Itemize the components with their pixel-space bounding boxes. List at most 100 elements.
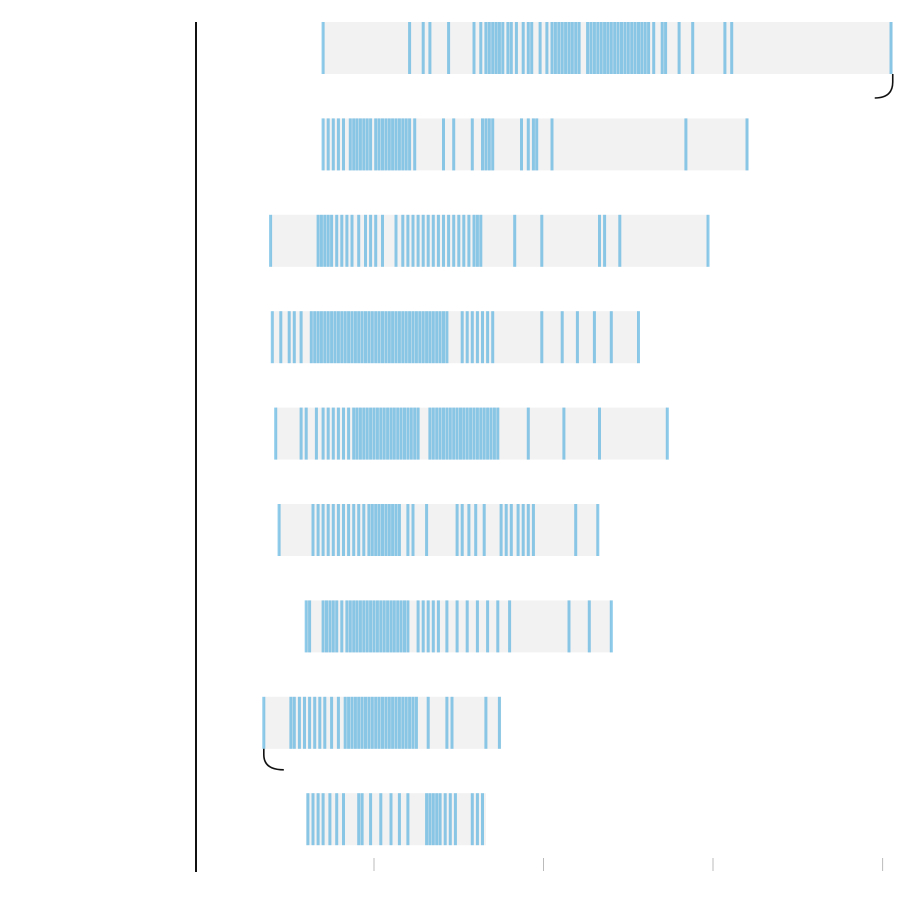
- barcode-mark: [328, 793, 332, 846]
- barcode-mark: [509, 22, 513, 74]
- barcode-mark: [406, 407, 410, 460]
- barcode-mark: [664, 22, 668, 74]
- barcode-mark: [723, 22, 727, 74]
- barcode-mark: [321, 600, 325, 653]
- barcode-mark: [521, 504, 525, 556]
- barcode-mark: [404, 118, 408, 171]
- barcode-mark: [438, 311, 442, 364]
- barcode-mark: [482, 504, 486, 556]
- barcode-row: [269, 214, 710, 267]
- barcode-mark: [379, 407, 383, 460]
- barcode-mark: [443, 793, 447, 846]
- barcode-mark: [330, 214, 334, 267]
- barcode-mark: [603, 22, 607, 74]
- barcode-mark: [399, 600, 403, 653]
- barcode-mark: [486, 311, 490, 364]
- barcode-mark: [299, 407, 303, 460]
- barcode-mark: [384, 504, 388, 556]
- barcode-mark: [520, 118, 523, 171]
- barcode-mark: [526, 22, 530, 74]
- barcode-mark: [470, 118, 474, 171]
- barcode-mark: [411, 504, 415, 556]
- barcode-mark: [370, 696, 374, 749]
- barcode-mark: [342, 118, 345, 171]
- barcode-mark: [406, 214, 410, 267]
- barcode-mark: [377, 311, 381, 364]
- barcode-mark: [369, 118, 373, 171]
- barcode-mark: [521, 22, 525, 74]
- barcode-mark: [340, 600, 344, 653]
- barcode-mark: [397, 793, 401, 846]
- barcode-mark: [486, 600, 490, 653]
- barcode-mark: [448, 793, 452, 846]
- barcode-mark: [421, 22, 425, 74]
- barcode-mark: [526, 118, 530, 171]
- barcode-mark: [491, 22, 495, 74]
- barcode-mark: [404, 696, 408, 749]
- barcode-mark: [408, 311, 412, 364]
- barcode-mark: [381, 504, 384, 556]
- row-track: [306, 793, 486, 846]
- barcode-mark: [397, 311, 401, 364]
- barcode-mark: [603, 214, 607, 267]
- barcode-mark: [372, 600, 376, 653]
- barcode-mark: [375, 600, 379, 653]
- barcode-mark: [560, 311, 564, 364]
- barcode-mark: [513, 214, 517, 267]
- barcode-mark: [397, 696, 401, 749]
- barcode-mark: [479, 22, 483, 74]
- barcode-mark: [325, 600, 328, 653]
- barcode-mark: [411, 311, 415, 364]
- barcode-mark: [665, 407, 669, 460]
- barcode-mark: [396, 600, 400, 653]
- barcode-mark: [401, 214, 405, 267]
- barcode-mark: [352, 118, 356, 171]
- barcode-mark: [618, 214, 622, 267]
- barcode-mark: [274, 407, 278, 460]
- barcode-mark: [598, 407, 601, 460]
- barcode-mark: [321, 118, 325, 171]
- barcode-mark: [369, 407, 373, 460]
- barcode-mark: [660, 22, 664, 74]
- barcode-mark: [633, 22, 637, 74]
- barcode-mark: [467, 214, 471, 267]
- barcode-mark: [462, 214, 466, 267]
- barcode-mark: [455, 600, 459, 653]
- barcode-mark: [577, 22, 581, 74]
- barcode-mark: [426, 600, 430, 653]
- barcode-mark: [475, 214, 479, 267]
- barcode-mark: [408, 22, 412, 74]
- barcode-mark: [392, 407, 396, 460]
- barcode-mark: [362, 407, 366, 460]
- barcode-mark: [379, 793, 383, 846]
- barcode-mark: [575, 311, 579, 364]
- barcode-mark: [567, 22, 571, 74]
- barcode-mark: [489, 407, 493, 460]
- barcode-row: [306, 793, 486, 846]
- barcode-mark: [292, 311, 296, 364]
- barcode-mark: [365, 407, 369, 460]
- barcode-mark: [343, 311, 347, 364]
- barcode-mark: [326, 311, 330, 364]
- barcode-mark: [369, 600, 373, 653]
- barcode-mark: [418, 311, 422, 364]
- barcode-mark: [465, 600, 469, 653]
- barcode-mark: [360, 311, 364, 364]
- barcode-mark: [550, 118, 554, 171]
- barcode-mark: [336, 118, 340, 171]
- barcode-mark: [330, 696, 334, 749]
- barcode-mark: [414, 311, 418, 364]
- barcode-mark: [889, 22, 893, 74]
- barcode-mark: [504, 504, 508, 556]
- barcode-mark: [425, 793, 429, 846]
- barcode-mark: [348, 118, 352, 171]
- barcode-mark: [345, 214, 349, 267]
- barcode-mark: [530, 22, 534, 74]
- barcode-mark: [413, 407, 417, 460]
- barcode-mark: [357, 793, 361, 846]
- barcode-row: [262, 696, 502, 771]
- barcode-mark: [387, 696, 391, 749]
- barcode-mark: [404, 311, 408, 364]
- barcode-mark: [481, 793, 484, 846]
- barcode-mark: [382, 600, 386, 653]
